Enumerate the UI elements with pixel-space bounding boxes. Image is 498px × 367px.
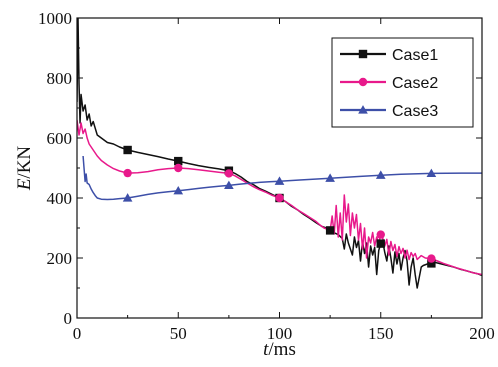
- data-point-case2: [275, 193, 284, 203]
- legend-label: Case2: [392, 75, 438, 92]
- data-point-case3: [426, 168, 437, 178]
- data-point-case1: [174, 156, 183, 166]
- y-tick-label: 800: [47, 69, 73, 88]
- x-tick-label: 50: [170, 324, 187, 343]
- x-tick-label: 0: [73, 324, 82, 343]
- data-point-case2: [123, 168, 132, 178]
- y-axis-title: E/KN: [14, 146, 35, 192]
- data-point-case1: [376, 239, 385, 248]
- data-point-case3: [375, 170, 386, 179]
- data-point-case1: [325, 226, 335, 235]
- x-tick-label: 200: [469, 324, 495, 343]
- y-tick-label: 400: [47, 189, 73, 208]
- x-tick-label: 150: [368, 324, 394, 343]
- data-point-case2: [427, 254, 436, 263]
- y-tick-label: 1000: [38, 9, 72, 28]
- x-tick-label: 100: [267, 324, 293, 343]
- data-point-case1: [123, 145, 132, 155]
- y-tick-label: 200: [47, 249, 73, 268]
- tick-layer: 0 50 100 150 200 0 200 400 600 800 1000: [38, 9, 495, 343]
- legend-item-case2: Case2: [340, 75, 438, 92]
- data-point-case3: [173, 185, 184, 195]
- legend-item-case1: Case1: [340, 47, 438, 64]
- data-point-case2: [174, 163, 183, 173]
- legend-item-case3: Case3: [340, 103, 438, 120]
- data-point-case1: [427, 259, 436, 268]
- data-point-case3: [325, 173, 335, 182]
- data-point-case2: [376, 230, 385, 239]
- series-line-case2: [77, 119, 482, 276]
- legend-label: Case1: [392, 47, 438, 64]
- legend-label: Case3: [392, 103, 438, 120]
- y-tick-label: 600: [47, 129, 73, 148]
- data-point-case2: [224, 169, 234, 178]
- x-axis-title: t/ms: [263, 339, 296, 360]
- marker-layer: [122, 145, 437, 268]
- data-point-case3: [274, 176, 285, 185]
- legend-marker: [358, 105, 368, 114]
- legend-marker: [358, 49, 368, 59]
- legend-marker: [358, 77, 368, 87]
- data-point-case3: [122, 193, 133, 202]
- data-point-case3: [224, 180, 234, 190]
- y-tick-label: 0: [64, 309, 73, 328]
- legend: Case1 Case2 Case3: [331, 37, 474, 128]
